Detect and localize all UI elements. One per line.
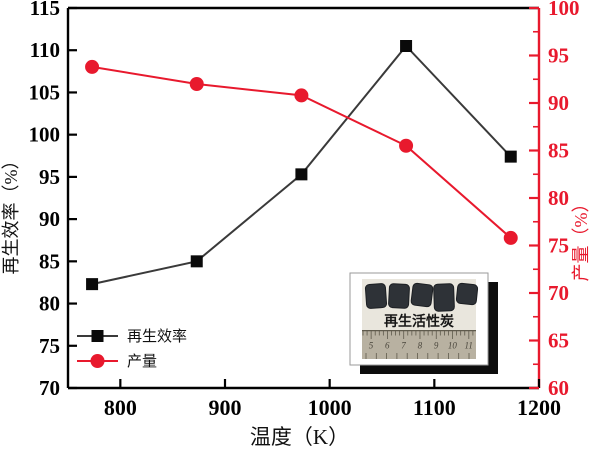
right-tick-label: 75 <box>548 234 569 258</box>
legend-label: 产量 <box>127 353 157 370</box>
ruler-number: 9 <box>434 341 439 351</box>
x-tick-label: 1200 <box>517 395 561 420</box>
right-tick-label: 85 <box>548 139 569 163</box>
left-tick-label: 95 <box>39 165 60 189</box>
right-tick-label: 95 <box>548 44 569 68</box>
x-tick-label: 900 <box>209 395 242 420</box>
left-tick-label: 85 <box>39 249 60 273</box>
right-tick-label: 60 <box>548 376 569 400</box>
data-point-square <box>295 168 308 181</box>
left-tick-label: 105 <box>29 80 61 104</box>
data-point-circle <box>294 88 309 103</box>
data-point-square <box>190 255 203 268</box>
legend-item: 再生效率 <box>77 328 187 345</box>
data-point-square <box>86 278 99 291</box>
data-point-square <box>504 150 517 163</box>
ruler-number: 8 <box>418 341 423 351</box>
x-axis-title: 温度（K） <box>250 425 349 449</box>
legend-marker-square <box>91 330 104 342</box>
data-point-square <box>400 40 413 52</box>
right-tick-label: 100 <box>548 0 580 20</box>
data-point-circle <box>399 138 414 153</box>
right-tick-label: 65 <box>548 329 569 353</box>
ruler-number: 6 <box>385 341 390 351</box>
carbon-chunk <box>455 282 479 306</box>
x-tick-label: 1000 <box>308 395 352 420</box>
left-tick-label: 75 <box>39 334 60 358</box>
left-axis: 70 75 80 85 90 95 100 105 110 115 <box>29 0 77 400</box>
x-tick-label: 800 <box>104 395 137 420</box>
x-tick-label: 1100 <box>413 395 456 420</box>
x-axis: 800 900 1000 1100 1200 <box>104 379 561 420</box>
ruler-number: 7 <box>401 341 406 351</box>
ruler-number: 10 <box>448 341 458 351</box>
right-tick-label: 90 <box>548 91 569 115</box>
left-tick-label: 90 <box>39 207 60 231</box>
left-tick-label: 70 <box>39 376 60 400</box>
left-axis-title: 再生效率（%） <box>1 152 21 275</box>
series-yield <box>85 59 518 245</box>
ruler-number: 11 <box>465 341 473 351</box>
left-tick-label: 110 <box>30 38 60 62</box>
inset-label: 再生活性炭 <box>384 313 454 330</box>
ruler-number: 5 <box>369 341 374 351</box>
carbon-chunk <box>410 282 434 308</box>
left-tick-label: 115 <box>30 0 60 20</box>
legend-marker-circle <box>90 354 105 368</box>
right-tick-label: 70 <box>548 281 569 305</box>
carbon-chunk <box>433 283 455 312</box>
data-point-circle <box>189 77 204 91</box>
left-tick-label: 100 <box>29 123 61 147</box>
right-axis-title: 产量（%） <box>571 195 591 282</box>
data-point-circle <box>503 230 518 245</box>
left-tick-label: 80 <box>39 292 60 316</box>
data-point-circle <box>85 59 100 74</box>
carbon-chunk <box>364 283 388 309</box>
legend-item: 产量 <box>77 353 157 370</box>
right-axis: 60 65 70 75 80 85 90 95 100 <box>529 0 580 400</box>
series-regeneration-efficiency <box>86 40 517 291</box>
inset-photo: 再生活性炭 5 6 7 8 9 10 11 <box>349 272 498 374</box>
carbon-chunk <box>388 283 410 309</box>
legend-label: 再生效率 <box>127 328 187 345</box>
right-tick-label: 80 <box>548 186 569 210</box>
